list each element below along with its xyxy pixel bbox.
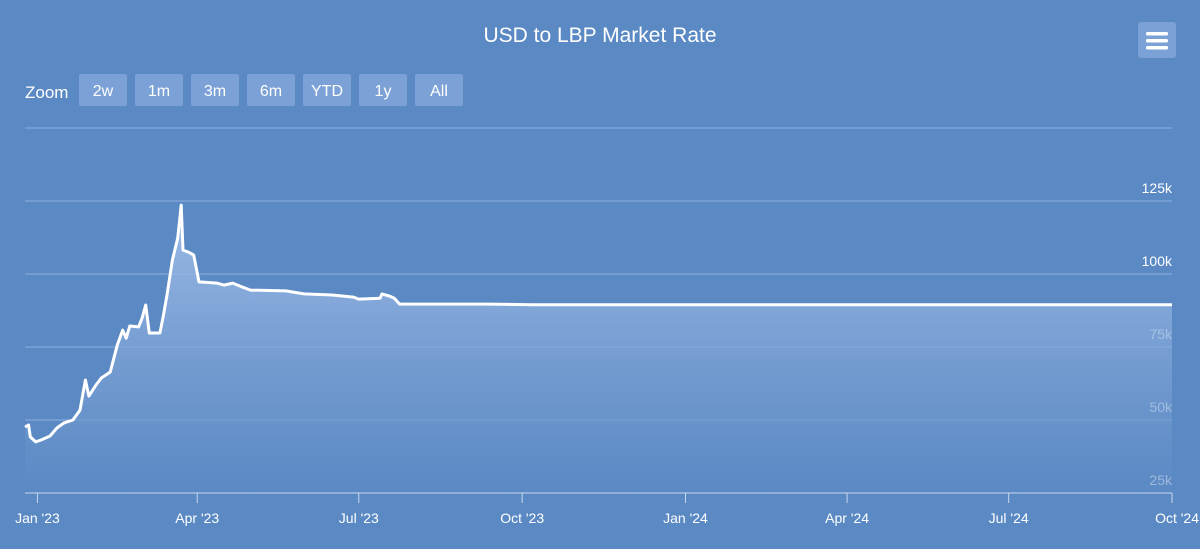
menu-button[interactable] [1138, 22, 1176, 58]
x-tick-label: Jan '24 [663, 510, 708, 526]
rate-line [24, 203, 1172, 444]
range-button-label[interactable]: All [430, 83, 448, 100]
y-tick-label: 100k [1142, 253, 1173, 269]
x-tick-label: Jan '23 [15, 510, 60, 526]
range-button[interactable] [191, 74, 239, 106]
menu-icon-bar [1146, 32, 1168, 36]
range-button-label[interactable]: 1m [148, 83, 170, 100]
range-button[interactable] [359, 74, 407, 106]
range-button-label[interactable]: 1y [375, 83, 392, 100]
range-button-label[interactable]: YTD [311, 83, 343, 100]
menu-icon-bar [1146, 46, 1168, 50]
x-tick-label: Apr '23 [175, 510, 219, 526]
x-tick-label: Oct '23 [500, 510, 544, 526]
x-tick-label: Oct '24 [1155, 510, 1199, 526]
range-button[interactable] [79, 74, 127, 106]
range-buttons: 2w 1m 3m 6m YTD 1y All [79, 74, 463, 106]
x-tick-label: Jul '24 [989, 510, 1029, 526]
range-button[interactable] [247, 74, 295, 106]
range-button[interactable] [303, 74, 351, 106]
range-button[interactable] [415, 74, 463, 106]
range-button-label[interactable]: 3m [204, 83, 226, 100]
range-button-label[interactable]: 2w [93, 83, 114, 100]
menu-icon-bar [1146, 39, 1168, 43]
area-fill [25, 205, 1172, 493]
x-tick-label: Apr '24 [825, 510, 869, 526]
y-tick-label: 125k [1142, 180, 1173, 196]
x-tick-label: Jul '23 [339, 510, 379, 526]
zoom-label: Zoom [25, 83, 68, 102]
range-button-label[interactable]: 6m [260, 83, 282, 100]
range-button[interactable] [135, 74, 183, 106]
chart-title: USD to LBP Market Rate [483, 24, 716, 47]
